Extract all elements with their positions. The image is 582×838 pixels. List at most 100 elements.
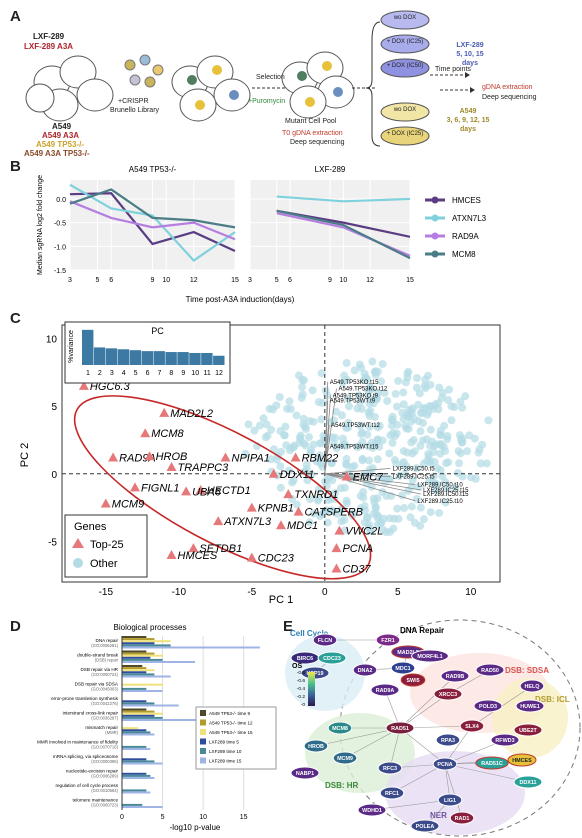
top25-gene-marker: [166, 462, 177, 472]
other-gene-point: [474, 448, 483, 457]
dish-dox-ic25-top: [380, 34, 430, 54]
other-gene-point: [435, 383, 444, 392]
inset-y-label: %variance: [68, 330, 75, 363]
other-gene-point: [259, 414, 268, 423]
network-node-pcna: [432, 757, 458, 771]
bar-1: [122, 638, 155, 641]
a549-a3a-label: A549 A3A: [42, 131, 80, 140]
bar-4: [122, 673, 155, 676]
other-gene-point: [285, 397, 294, 406]
category-goid: (GO:0006289): [91, 774, 118, 779]
other-gene-point: [289, 476, 298, 485]
inset-x-tick: 12: [215, 370, 223, 377]
selection-label: Selection: [256, 74, 285, 81]
other-gene-point: [330, 489, 339, 498]
other-gene-point: [419, 459, 428, 468]
other-gene-point: [276, 462, 285, 471]
other-gene-point: [356, 491, 365, 500]
y-axis-label: Median sgRNA log2 fold change: [37, 175, 44, 275]
top25-gene-label: ATXN7L3: [223, 516, 272, 528]
x-tick-label: 12: [366, 277, 374, 284]
x-tick-label: 10: [339, 277, 347, 284]
other-gene-point: [366, 385, 375, 394]
bar-3: [122, 671, 147, 674]
other-gene-point: [412, 464, 421, 473]
network-node-morf4l1: [411, 649, 449, 663]
network-node-rfwd3: [490, 733, 520, 747]
bar-1: [122, 652, 155, 655]
other-gene-point: [315, 458, 324, 467]
panel-e-network: DNA Repair Cell Cycle DSB: SDSA DSB: ICL DSB…: [285, 619, 581, 837]
bar-4: [122, 702, 155, 705]
legend-marker: [431, 196, 439, 204]
cell-cycle-title: Cell Cycle: [290, 629, 329, 638]
other-gene-point: [324, 495, 333, 504]
other-gene-point: [373, 392, 382, 401]
other-gene-point: [416, 503, 425, 512]
other-gene-point: [373, 513, 382, 522]
x-axis-label: PC 1: [269, 594, 293, 606]
top25-gene-label: TRAPPC3: [178, 462, 230, 474]
panel-b-line-charts: Median sgRNA log2 fold change 0.0 -0.5 -1.0…: [37, 165, 487, 304]
top25-gene-label: VWC2L: [345, 526, 383, 538]
network-edge: [444, 763, 463, 819]
x-tick-label: 0: [120, 814, 124, 821]
lxf-a3a-label: LXF-289 A3A: [24, 42, 74, 51]
bar-5: [122, 791, 151, 794]
series-line-atxn7l3: [276, 195, 411, 203]
top25-gene-label: NPIPA1: [232, 453, 270, 465]
network-node-label: HMCES: [512, 758, 532, 764]
network-node-label: POLEA: [416, 824, 435, 830]
x-tick-label: -10: [172, 587, 187, 598]
other-gene-point: [344, 402, 353, 411]
other-gene-point: [363, 513, 372, 522]
bar-3: [122, 758, 147, 761]
other-gene-point: [331, 433, 340, 442]
other-gene-point: [276, 483, 285, 492]
other-gene-point: [456, 449, 465, 458]
y-tick-label: 0: [51, 470, 57, 481]
colorbar-tick: -0.4: [297, 686, 306, 692]
network-node-rad50: [475, 663, 505, 677]
other-gene-point: [378, 359, 387, 368]
network-node-label: HROB: [308, 744, 324, 750]
other-gene-point: [443, 484, 452, 493]
other-gene-point: [327, 459, 336, 468]
legend-label: LXF289 time 15: [209, 759, 242, 764]
series-line-rad9a: [69, 200, 236, 241]
category-goid: (GO:0036297): [91, 716, 118, 721]
category-label: error-prone translesion synthesis: [51, 696, 119, 701]
bar-5: [122, 777, 155, 779]
other-gene-point: [305, 518, 314, 527]
other-gene-point: [299, 414, 308, 423]
inset-x-tick: 7: [158, 370, 162, 377]
network-node-label: RAD51C: [481, 761, 503, 767]
bar-2: [122, 683, 163, 686]
legend-top25-marker: [72, 538, 84, 548]
bar-2: [122, 669, 155, 672]
category-goid: (GO:0045003): [91, 687, 118, 692]
other-gene-point: [444, 458, 453, 467]
network-node-label: MDC1: [395, 666, 410, 672]
network-node-dna2: [352, 663, 378, 677]
legend-swatch: [200, 710, 206, 716]
virus-icons: [124, 54, 164, 88]
other-gene-point: [402, 462, 411, 471]
x-tick-label: 9: [151, 277, 155, 284]
dish-wo-dox-bottom: [380, 102, 430, 122]
other-gene-point: [356, 421, 365, 430]
other-gene-point: [314, 494, 323, 503]
network-node-label: RFWD3: [495, 738, 514, 744]
dish-label-1: wo DOX: [393, 15, 417, 21]
other-gene-point: [314, 398, 323, 407]
top25-gene-label: TXNRD1: [294, 489, 338, 501]
network-node-pold3: [473, 699, 503, 713]
category-goid: (GO:0070716): [91, 745, 118, 750]
other-gene-point: [482, 459, 491, 468]
network-node-rad9b: [440, 669, 470, 683]
network-node-mcm9: [332, 751, 358, 765]
other-gene-point: [355, 360, 364, 369]
bar-0: [122, 650, 147, 653]
network-node-label: XRCC3: [439, 692, 457, 698]
